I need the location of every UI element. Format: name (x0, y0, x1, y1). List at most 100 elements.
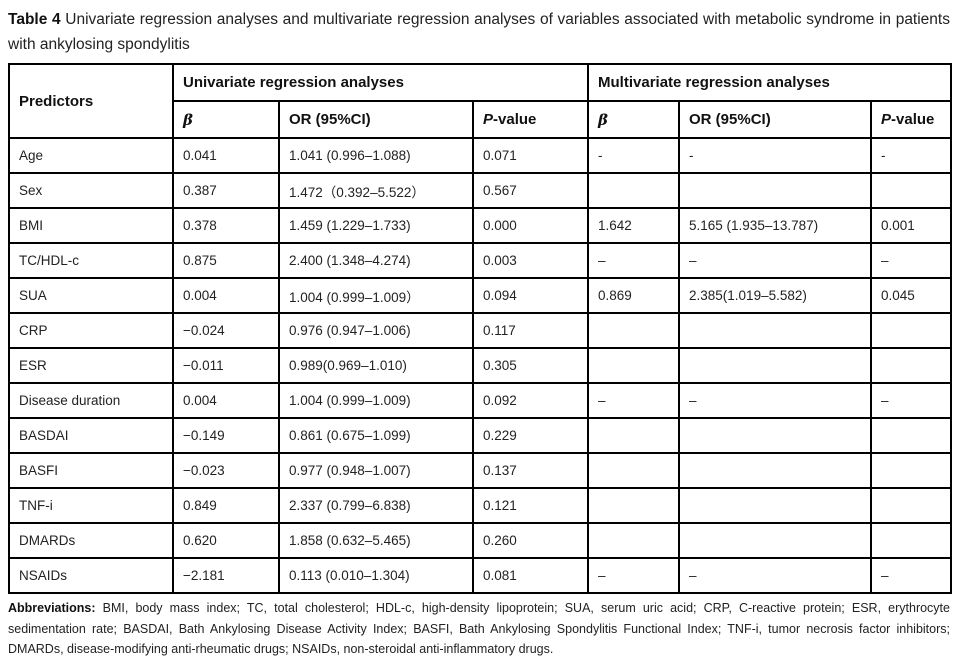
table-row: DMARDs 0.620 1.858 (0.632–5.465) 0.260 (8, 522, 953, 559)
cell-univariate-or: 0.989(0.969–1.010) (278, 347, 474, 384)
table-row: ESR −0.011 0.989(0.969–1.010) 0.305 (8, 347, 953, 384)
cell-predictor: Sex (8, 172, 174, 209)
cell-multivariate-or: – (678, 382, 873, 419)
cell-univariate-pvalue: 0.260 (471, 522, 590, 559)
cell-multivariate-pvalue (870, 172, 953, 209)
cell-predictor: BASDAI (8, 417, 174, 454)
cell-univariate-or: 2.337 (0.799–6.838) (278, 487, 474, 524)
cell-multivariate-beta (587, 347, 681, 384)
cell-univariate-pvalue: 0.071 (471, 137, 590, 174)
cell-predictor: Disease duration (8, 382, 174, 419)
group-header-row: Predictors Univariate regression analyse… (8, 63, 953, 139)
cell-multivariate-pvalue: - (870, 137, 953, 174)
cell-multivariate-beta: 0.869 (587, 277, 681, 314)
regression-table: Predictors Univariate regression analyse… (8, 63, 953, 594)
cell-univariate-pvalue: 0.117 (471, 312, 590, 349)
table-row: SUA 0.004 1.004 (0.999–1.009） 0.094 0.86… (8, 277, 953, 314)
cell-predictor: TNF-i (8, 487, 174, 524)
cell-predictor: SUA (8, 277, 174, 314)
cell-univariate-beta: −2.181 (172, 557, 280, 594)
univariate-group-header: Univariate regression analyses (171, 63, 590, 102)
multivariate-pvalue-header: P-value (870, 100, 953, 139)
cell-multivariate-beta: – (587, 382, 681, 419)
table-row: Disease duration 0.004 1.004 (0.999–1.00… (8, 382, 953, 419)
multivariate-group-header: Multivariate regression analyses (587, 63, 953, 102)
cell-multivariate-pvalue (870, 312, 953, 349)
cell-univariate-beta: −0.149 (172, 417, 280, 454)
cell-multivariate-or (678, 522, 873, 559)
cell-multivariate-beta (587, 417, 681, 454)
table-title-text: Univariate regression analyses and multi… (8, 11, 950, 53)
cell-univariate-beta: 0.387 (172, 172, 280, 209)
cell-multivariate-beta (587, 487, 681, 524)
cell-predictor: BASFI (8, 452, 174, 489)
cell-univariate-or: 0.861 (0.675–1.099) (278, 417, 474, 454)
cell-univariate-beta: 0.004 (172, 382, 280, 419)
cell-multivariate-pvalue: 0.001 (870, 207, 953, 244)
cell-multivariate-or: 2.385(1.019–5.582) (678, 277, 873, 314)
table-row: BMI 0.378 1.459 (1.229–1.733) 0.000 1.64… (8, 207, 953, 244)
abbreviations-footnote: Abbreviations: BMI, body mass index; TC,… (8, 598, 950, 660)
table-row: BASDAI −0.149 0.861 (0.675–1.099) 0.229 (8, 417, 953, 454)
sub-header-row: β OR (95%CI) P-value β OR (95%CI) P-valu… (9, 100, 953, 139)
cell-multivariate-pvalue: 0.045 (870, 277, 953, 314)
cell-predictor: ESR (8, 347, 174, 384)
cell-univariate-pvalue: 0.000 (471, 207, 590, 244)
cell-multivariate-beta (587, 522, 681, 559)
cell-univariate-beta: 0.620 (172, 522, 280, 559)
cell-predictor: TC/HDL-c (8, 242, 174, 279)
cell-univariate-or: 1.004 (0.999–1.009) (278, 382, 474, 419)
cell-univariate-pvalue: 0.229 (471, 417, 590, 454)
cell-univariate-beta: 0.004 (172, 277, 280, 314)
cell-multivariate-beta: – (587, 557, 681, 594)
cell-multivariate-beta: – (587, 242, 681, 279)
cell-predictor: Age (8, 137, 174, 174)
cell-multivariate-pvalue (870, 347, 953, 384)
cell-multivariate-or: – (678, 242, 873, 279)
table-row: BASFI −0.023 0.977 (0.948–1.007) 0.137 (8, 452, 953, 489)
cell-multivariate-pvalue (870, 452, 953, 489)
cell-multivariate-beta: - (587, 137, 681, 174)
univariate-or-header: OR (95%CI) (278, 100, 474, 139)
abbreviations-label: Abbreviations: (8, 601, 96, 615)
cell-multivariate-pvalue: – (870, 382, 953, 419)
cell-univariate-or: 0.113 (0.010–1.304) (278, 557, 474, 594)
table-row: CRP −0.024 0.976 (0.947–1.006) 0.117 (8, 312, 953, 349)
cell-predictor: BMI (8, 207, 174, 244)
cell-univariate-pvalue: 0.094 (471, 277, 590, 314)
cell-multivariate-beta (587, 312, 681, 349)
cell-univariate-beta: 0.378 (172, 207, 280, 244)
cell-multivariate-or (678, 347, 873, 384)
cell-univariate-beta: −0.023 (172, 452, 280, 489)
cell-univariate-or: 0.977 (0.948–1.007) (278, 452, 474, 489)
cell-univariate-pvalue: 0.121 (471, 487, 590, 524)
cell-univariate-or: 2.400 (1.348–4.274) (278, 242, 474, 279)
cell-univariate-or: 1.472（0.392–5.522） (278, 172, 474, 209)
cell-multivariate-or: – (678, 557, 873, 594)
cell-univariate-beta: 0.875 (172, 242, 280, 279)
table-number-label: Table 4 (8, 11, 61, 28)
univariate-pvalue-header: P-value (471, 100, 590, 139)
cell-univariate-pvalue: 0.003 (471, 242, 590, 279)
cell-univariate-or: 1.459 (1.229–1.733) (278, 207, 474, 244)
table-header: Predictors Univariate regression analyse… (8, 63, 953, 139)
cell-multivariate-beta (587, 172, 681, 209)
cell-univariate-pvalue: 0.305 (471, 347, 590, 384)
cell-multivariate-beta: 1.642 (587, 207, 681, 244)
cell-predictor: CRP (8, 312, 174, 349)
cell-multivariate-or (678, 417, 873, 454)
cell-multivariate-or (678, 487, 873, 524)
cell-univariate-or: 1.858 (0.632–5.465) (278, 522, 474, 559)
cell-univariate-pvalue: 0.092 (471, 382, 590, 419)
cell-univariate-or: 1.041 (0.996–1.088) (278, 137, 474, 174)
univariate-beta-header: β (172, 100, 280, 139)
cell-multivariate-pvalue: – (870, 557, 953, 594)
cell-multivariate-or: - (678, 137, 873, 174)
page-title: Table 4 Univariate regression analyses a… (8, 7, 950, 57)
cell-multivariate-pvalue (870, 487, 953, 524)
cell-univariate-beta: 0.041 (172, 137, 280, 174)
cell-predictor: DMARDs (8, 522, 174, 559)
cell-univariate-beta: 0.849 (172, 487, 280, 524)
table-row: Sex 0.387 1.472（0.392–5.522） 0.567 (8, 172, 953, 209)
table-row: TNF-i 0.849 2.337 (0.799–6.838) 0.121 (8, 487, 953, 524)
